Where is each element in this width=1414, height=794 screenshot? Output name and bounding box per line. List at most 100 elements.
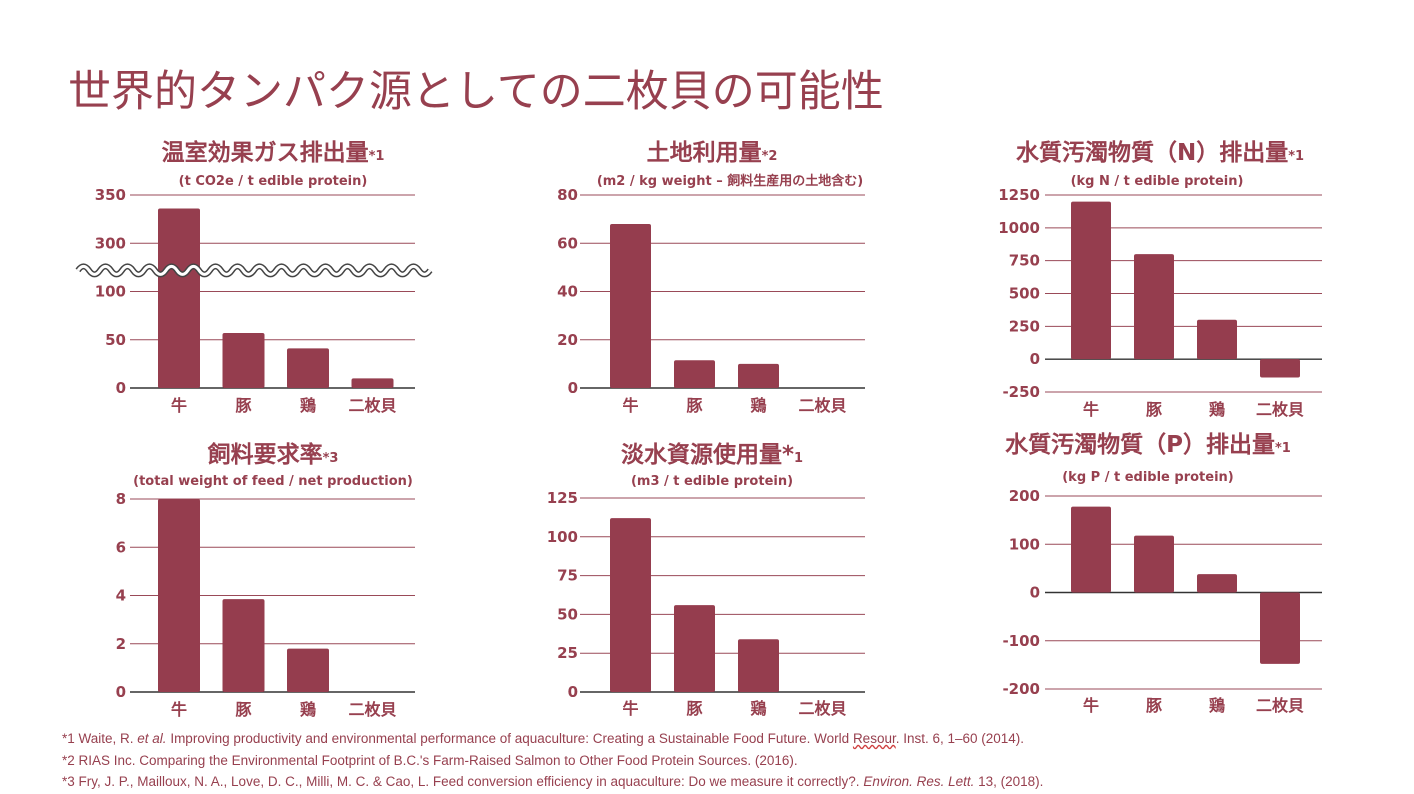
x-category-label: 牛 — [1083, 696, 1099, 715]
chart-subtitle: (kg N / t edible protein) — [1071, 174, 1244, 189]
bar-牛 — [610, 223, 651, 388]
bar-chart-6: 水質汚濁物質（P）排出量*1 (kg P / t edible protein) -… — [1002, 431, 1322, 715]
chart-title: 温室効果ガス排出量*1 — [162, 139, 385, 166]
x-category-label: 豚 — [686, 396, 702, 415]
y-tick-label: 50 — [105, 331, 126, 349]
chart-footnote-ref: *3 — [323, 451, 339, 466]
bar-chart-2: 土地利用量*2 (m2 / kg weight – 飼料生産用の土地含む) 0 20 4… — [557, 140, 865, 415]
bar-豚 — [222, 599, 265, 692]
y-tick-label: 500 — [1009, 285, 1040, 303]
chart-subtitle: (total weight of feed / net production) — [133, 474, 413, 489]
chart-footnote-ref: *2 — [762, 149, 778, 164]
bar-鶏 — [1197, 574, 1237, 593]
bar-chart-4: 飼料要求率*3 (total weight of feed / net produ… — [116, 441, 415, 719]
chart-subtitle: (m2 / kg weight – 飼料生産用の土地含む) — [597, 173, 863, 189]
spellcheck-word: Resour — [852, 731, 896, 746]
y-tick-label: 8 — [116, 490, 126, 508]
chart-title-text: 淡水資源使用量* — [621, 441, 794, 468]
x-category-label: 鶏 — [300, 700, 316, 719]
y-tick-label: 20 — [557, 331, 578, 349]
y-tick-label: 0 — [568, 379, 578, 397]
footnote-2: *2 RIAS Inc. Comparing the Environmental… — [62, 753, 798, 768]
y-tick-label: 6 — [116, 538, 126, 556]
y-tick-label: 750 — [1009, 252, 1040, 270]
bar-豚 — [674, 360, 715, 388]
bar-豚 — [1134, 254, 1174, 360]
x-category-label: 牛 — [622, 396, 638, 415]
bar-豚 — [1134, 535, 1174, 593]
bar-二枚貝 — [1260, 592, 1300, 664]
y-tick-label: 250 — [1009, 317, 1040, 335]
footnote-3: *3 Fry, J. P., Mailloux, N. A., Love, D.… — [62, 774, 1043, 789]
y-tick-label: 0 — [116, 683, 126, 701]
bar-chart-5: 淡水資源使用量*1(m3 / t edible protein)02550751… — [547, 441, 865, 718]
chart-title-text: 水質汚濁物質（P）排出量 — [1005, 431, 1275, 458]
chart-subtitle: (m3 / t edible protein) — [631, 474, 793, 489]
y-tick-label: 0 — [568, 683, 578, 701]
chart-subtitle: (t CO2e / t edible protein) — [179, 174, 368, 189]
footnote-text: Improving productivity and environmental… — [166, 731, 853, 746]
y-tick-label: 80 — [557, 186, 578, 204]
bar-二枚貝 — [1260, 359, 1300, 378]
x-category-label: 二枚貝 — [798, 699, 846, 718]
chart-title: 水質汚濁物質（N）排出量*1 — [1016, 139, 1304, 166]
y-tick-label: 50 — [557, 605, 578, 623]
bar-鶏 — [287, 348, 329, 388]
chart-title-text: 水質汚濁物質（N）排出量 — [1016, 139, 1288, 166]
y-tick-label: 25 — [557, 644, 578, 662]
chart-title-text: 飼料要求率 — [207, 441, 323, 468]
x-category-label: 牛 — [1083, 400, 1099, 419]
y-tick-label: 0 — [1030, 584, 1040, 602]
y-tick-label: 75 — [557, 567, 578, 585]
y-tick-label: 200 — [1009, 487, 1040, 505]
footnote-text: . Inst. 6, 1–60 (2014). — [895, 731, 1025, 746]
chart-title-text: 温室効果ガス排出量 — [162, 139, 369, 166]
bar-鶏 — [1197, 319, 1237, 360]
chart-title: 水質汚濁物質（P）排出量*1 — [1005, 431, 1291, 458]
chart-subtitle: (kg P / t edible protein) — [1062, 470, 1234, 485]
x-category-label: 鶏 — [1209, 400, 1225, 419]
bar-豚 — [222, 332, 265, 388]
y-tick-label: 60 — [557, 234, 578, 252]
chart-footnote-ref: *1 — [1275, 441, 1291, 456]
footnote-italic: et al. — [137, 731, 167, 746]
chart-title: 飼料要求率*3 — [207, 441, 339, 468]
x-category-label: 鶏 — [1209, 696, 1225, 715]
y-tick-label: 0 — [1030, 350, 1040, 368]
footnote-text: *1 Waite, R. — [62, 731, 138, 746]
bar-chart-3: 水質汚濁物質（N）排出量*1 (kg N / t edible protein) -… — [998, 139, 1322, 419]
x-category-label: 豚 — [235, 396, 251, 415]
x-category-label: 牛 — [171, 700, 187, 719]
bar-牛 — [158, 499, 200, 692]
bar-鶏 — [738, 639, 779, 692]
slide-title: 世界的タンパク源としての二枚貝の可能性 — [68, 67, 884, 117]
y-tick-label: 2 — [116, 635, 126, 653]
y-tick-label: 1250 — [998, 186, 1040, 204]
footnote-italic: Environ. Res. Lett. — [863, 774, 975, 789]
bar-牛 — [1071, 506, 1111, 593]
bar-鶏 — [287, 648, 329, 692]
y-tick-label: -200 — [1002, 680, 1040, 698]
chart-title: 淡水資源使用量*1 — [621, 441, 803, 468]
y-tick-label: 100 — [547, 528, 578, 546]
chart-footnote-ref: 1 — [794, 451, 803, 466]
axis-break-icon-inner — [76, 264, 432, 276]
x-category-label: 豚 — [1146, 400, 1162, 419]
chart-footnote-ref: *1 — [1288, 149, 1304, 164]
x-category-label: 牛 — [171, 396, 187, 415]
bar-chart-1: 温室効果ガス排出量*1(t CO2e / t edible protein)05… — [75, 139, 433, 415]
chart-footnote-ref: *1 — [369, 149, 385, 164]
y-tick-label: 0 — [116, 379, 126, 397]
bar-牛 — [610, 518, 651, 692]
footnote-text: 13, (2018). — [974, 774, 1044, 789]
footnote-text: *3 Fry, J. P., Mailloux, N. A., Love, D.… — [62, 774, 864, 789]
y-tick-label: 4 — [116, 587, 126, 605]
chart-title-text: 土地利用量 — [647, 140, 762, 166]
footnote-1: *1 Waite, R. et al. Improving productivi… — [62, 731, 1024, 746]
y-tick-label: 1000 — [998, 219, 1040, 237]
x-category-label: 二枚貝 — [1256, 696, 1304, 715]
x-category-label: 豚 — [235, 700, 251, 719]
x-category-label: 二枚貝 — [348, 396, 396, 415]
y-tick-label: -250 — [1002, 383, 1040, 401]
